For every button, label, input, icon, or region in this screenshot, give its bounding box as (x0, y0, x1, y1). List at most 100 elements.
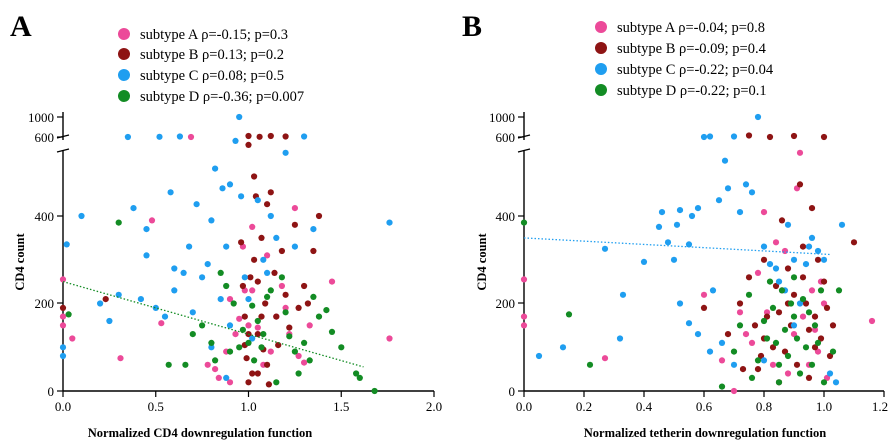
panel-b-point-subtype-c-20 (724, 185, 732, 192)
panel-a-point-subtype-d-10 (226, 348, 234, 355)
panel-a-point-subtype-c-15 (171, 287, 178, 294)
panel-b-point-subtype-a-20 (814, 348, 822, 355)
panel-a-point-subtype-d-13 (239, 326, 246, 333)
panel-a-point-subtype-b-2 (238, 239, 245, 246)
panel-b-xtick-3: 0.6 (696, 399, 713, 414)
panel-b-xtick-2: 0.4 (636, 399, 653, 414)
panel-a-point-subtype-d-37 (371, 387, 378, 395)
panel-b-point-subtype-b-34 (745, 132, 753, 139)
panel-b-point-subtype-a-22 (823, 374, 831, 381)
panel-b-point-subtype-b-15 (784, 265, 792, 272)
panel-a-plot-area (59, 113, 393, 395)
panel-a-point-subtype-d-26 (291, 348, 298, 355)
panel-a-point-subtype-a-23 (278, 282, 285, 290)
panel-b-point-subtype-c-2 (601, 245, 609, 252)
panel-b-point-subtype-b-35 (754, 366, 762, 373)
panel-a-point-subtype-d-15 (249, 302, 256, 309)
panel-b-xtick-6: 1.2 (872, 399, 888, 414)
panel-a-point-subtype-a-1 (59, 313, 67, 320)
panel-a-point-subtype-d-30 (310, 293, 317, 300)
panel-a-point-subtype-c-45 (223, 374, 230, 381)
panel-b-point-subtype-d-29 (820, 379, 828, 386)
panel-b-point-subtype-c-34 (802, 261, 810, 268)
panel-a-point-subtype-d-27 (295, 370, 302, 377)
panel-b-legend-entry-c: subtype C ρ=-0.22; p=0.04 (617, 62, 774, 78)
panel-b-ytick-1000: 1000 (489, 110, 515, 125)
panel-b-point-subtype-d-9 (760, 317, 768, 325)
panel-b-plot-area (520, 113, 876, 395)
panel-a-axes (56, 112, 434, 392)
panel-b-point-subtype-a-24 (769, 361, 777, 368)
panel-b-point-subtype-d-24 (805, 309, 813, 316)
panel-b-point-subtype-c-10 (673, 221, 681, 228)
panel-a: A subtype A ρ=-0.15; p=0.3 subtype B ρ=0… (10, 10, 442, 440)
panel-b-legend-marker-b (595, 42, 607, 54)
panel-a-point-subtype-b-5 (243, 355, 250, 362)
panel-a-y-ticks: 0 200 400 600 1000 (28, 110, 63, 399)
panel-b-point-subtype-d-10 (763, 335, 771, 342)
panel-a-point-subtype-a-2 (59, 322, 67, 329)
panel-a-point-subtype-b-13 (254, 331, 261, 338)
panel-b-point-subtype-a-3 (601, 355, 609, 362)
panel-b-point-subtype-b-11 (772, 282, 780, 290)
panel-b-legend-marker-a (595, 21, 607, 33)
panel-a-point-subtype-c-19 (189, 309, 196, 316)
panel-a-point-subtype-c-32 (241, 274, 248, 281)
panel-b-point-subtype-b-4 (745, 274, 753, 281)
panel-b: B subtype A ρ=-0.04; p=0.8 subtype B ρ=-… (462, 10, 888, 440)
panel-a-point-subtype-c-18 (186, 243, 193, 250)
panel-a-point-subtype-b-28 (295, 304, 302, 311)
panel-a-point-subtype-c-22 (204, 261, 211, 268)
panel-b-point-subtype-d-1 (565, 311, 573, 318)
panel-a-point-subtype-b-34 (251, 256, 258, 263)
panel-b-point-subtype-c-24 (748, 189, 756, 196)
panel-a-point-subtype-b-38 (254, 370, 261, 377)
panel-b-point-subtype-b-24 (808, 205, 816, 212)
panel-a-point-subtype-b-19 (265, 381, 272, 388)
panel-b-point-subtype-a-21 (820, 300, 828, 307)
panel-b-point-subtype-d-33 (775, 379, 783, 386)
panel-a-point-subtype-b-4 (241, 313, 248, 320)
panel-a-point-subtype-d-2 (165, 361, 172, 368)
panel-a-point-subtype-b-22 (273, 313, 280, 320)
panel-a-point-subtype-c-1 (59, 344, 67, 351)
panel-b-xtick-5: 1.0 (816, 399, 832, 414)
panel-a-point-subtype-b-29 (301, 282, 308, 290)
panel-b-legend-entry-b: subtype B ρ=-0.09; p=0.4 (617, 41, 767, 57)
panel-b-point-subtype-d-26 (811, 322, 819, 329)
panel-b-point-subtype-b-3 (739, 366, 747, 373)
panel-a-point-subtype-d-7 (212, 357, 219, 364)
panel-b-point-subtype-c-28 (772, 265, 780, 272)
panel-a-point-subtype-c-10 (143, 226, 150, 233)
panel-a-point-subtype-c-44 (386, 219, 393, 226)
panel-a-point-subtype-d-29 (306, 357, 313, 364)
panel-b-point-subtype-a-5 (718, 357, 726, 364)
panel-b-point-subtype-c-8 (664, 239, 672, 246)
panel-b-legend: subtype A ρ=-0.04; p=0.8 subtype B ρ=-0.… (595, 20, 774, 99)
panel-a-point-subtype-a-14 (236, 315, 243, 322)
panel-a-point-subtype-d-0 (65, 311, 72, 318)
panel-b-point-subtype-a-10 (760, 209, 768, 216)
panel-a-point-subtype-c-49 (208, 344, 215, 351)
panel-b-point-subtype-a-8 (748, 339, 756, 346)
panel-b-legend-marker-c (595, 63, 607, 75)
panel-b-point-subtype-c-3 (616, 335, 624, 342)
panel-a-point-subtype-b-0 (59, 304, 67, 311)
panel-b-axes (517, 112, 884, 392)
panel-a-point-subtype-c-9 (137, 296, 144, 303)
panel-a-point-subtype-a-10 (215, 374, 222, 381)
panel-a-point-subtype-d-35 (353, 370, 360, 377)
panel-a-point-subtype-b-36 (264, 361, 271, 368)
panel-a-point-subtype-b-18 (264, 201, 271, 208)
panel-b-point-subtype-d-13 (772, 339, 780, 346)
panel-a-point-subtype-b-12 (254, 278, 261, 285)
panel-b-point-subtype-d-18 (787, 300, 795, 307)
panel-a-point-subtype-b-37 (245, 379, 252, 386)
panel-b-xtick-1: 0.2 (576, 399, 592, 414)
panel-a-point-subtype-a-25 (291, 205, 298, 212)
panel-b-point-subtype-c-19 (721, 157, 729, 164)
panel-a-point-subtype-c-46 (226, 322, 234, 329)
panel-a-point-subtype-a-21 (267, 348, 274, 355)
panel-a-point-subtype-c-48 (143, 252, 150, 259)
